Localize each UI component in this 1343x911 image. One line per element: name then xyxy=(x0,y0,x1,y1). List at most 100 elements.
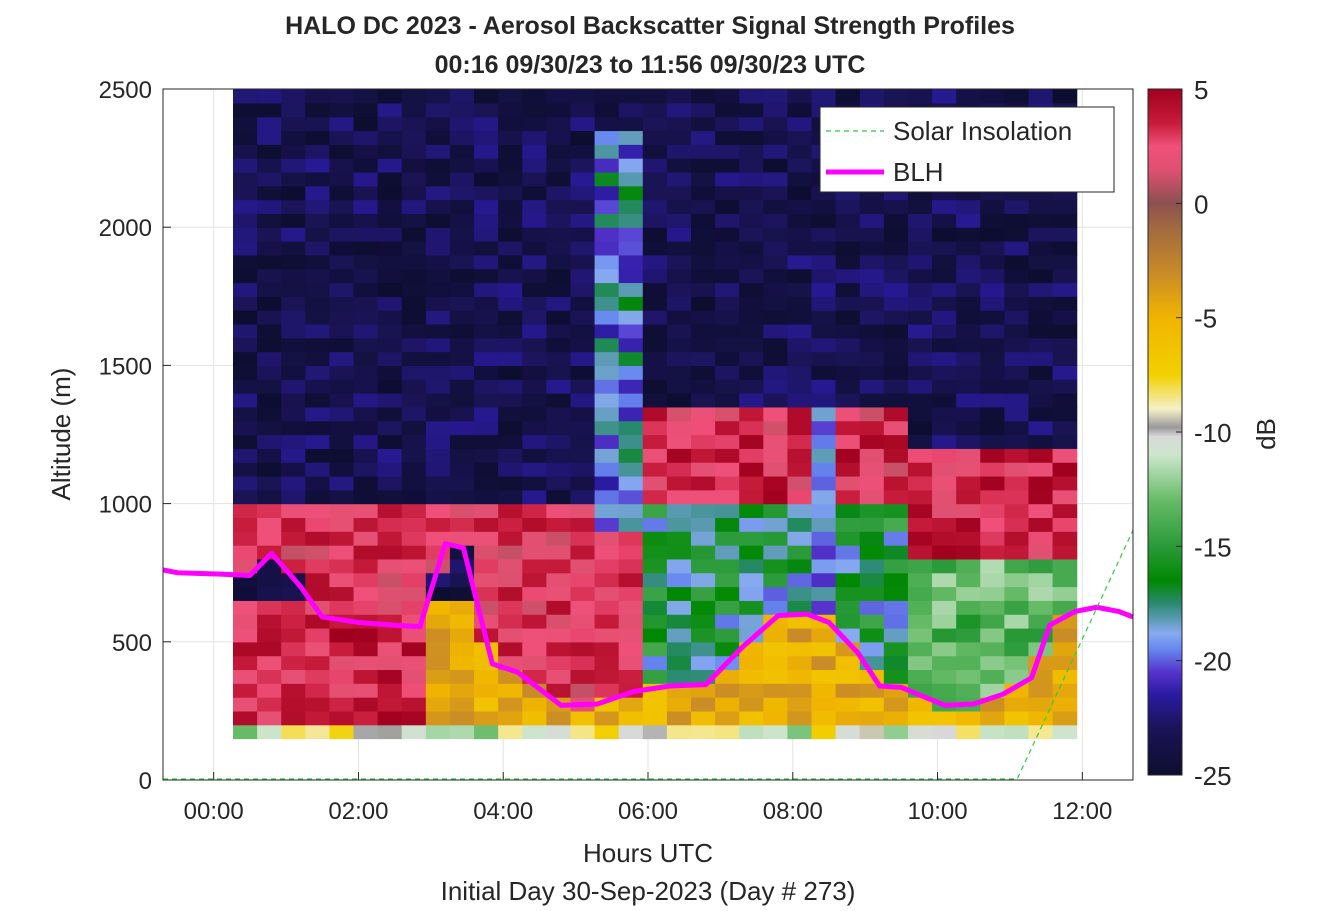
heatmap-cell xyxy=(377,323,403,339)
heatmap-cell xyxy=(859,572,885,588)
heatmap-cell xyxy=(353,655,379,671)
heatmap-cell xyxy=(257,724,282,740)
heatmap-cell xyxy=(763,406,789,422)
heatmap-cell xyxy=(401,89,427,104)
heatmap-cell xyxy=(1052,655,1078,671)
heatmap-cell xyxy=(739,489,764,505)
heatmap-cell xyxy=(594,572,620,588)
heatmap-cell xyxy=(594,130,620,145)
heatmap-cell xyxy=(980,434,1005,449)
heatmap-cell xyxy=(932,669,957,684)
heatmap-cell xyxy=(1052,641,1078,657)
heatmap-cell xyxy=(811,213,837,228)
heatmap-cell xyxy=(715,185,740,201)
heatmap-cell xyxy=(570,185,596,201)
heatmap-cell xyxy=(449,199,475,214)
heatmap-cell xyxy=(932,89,957,104)
heatmap-cell xyxy=(1004,351,1030,366)
heatmap-cell xyxy=(522,241,547,256)
heatmap-cell xyxy=(498,102,523,118)
heatmap-cell xyxy=(594,268,620,284)
heatmap-cell xyxy=(763,448,789,463)
heatmap-cell xyxy=(811,558,837,574)
x-tick-label: 06:00 xyxy=(618,798,678,825)
heatmap-cell xyxy=(377,241,403,256)
heatmap-cell xyxy=(570,323,596,339)
heatmap-cell xyxy=(353,669,379,684)
heatmap-cell xyxy=(281,241,306,256)
heatmap-cell xyxy=(570,406,596,422)
heatmap-cell xyxy=(401,213,427,228)
heatmap-cell xyxy=(257,241,282,256)
heatmap-cell xyxy=(1052,572,1078,588)
heatmap-cell xyxy=(232,241,258,256)
heatmap-cell xyxy=(474,337,499,353)
heatmap-cell xyxy=(522,641,547,657)
heatmap-cell xyxy=(811,545,837,560)
heatmap-cell xyxy=(570,545,596,560)
heatmap-cell xyxy=(522,531,547,546)
heatmap-cell xyxy=(401,116,427,132)
heatmap-cell xyxy=(425,697,451,712)
heatmap-cell xyxy=(329,89,355,104)
heatmap-cell xyxy=(449,351,475,366)
heatmap-cell xyxy=(1028,241,1054,256)
heatmap-cell xyxy=(329,517,355,532)
heatmap-cell xyxy=(811,323,837,339)
heatmap-cell xyxy=(835,669,861,684)
heatmap-cell xyxy=(522,130,547,145)
heatmap-cell xyxy=(763,489,789,505)
heatmap-cell xyxy=(257,393,282,408)
heatmap-cell xyxy=(666,434,692,449)
heatmap-cell xyxy=(546,199,572,214)
heatmap-cell xyxy=(932,406,957,422)
heatmap-cell xyxy=(690,365,716,380)
heatmap-cell xyxy=(546,241,572,256)
heatmap-cell xyxy=(859,697,885,712)
heatmap-cell xyxy=(377,517,403,532)
heatmap-cell xyxy=(257,254,282,270)
heatmap-cell xyxy=(1052,296,1078,311)
heatmap-cell xyxy=(618,102,644,118)
heatmap-cell xyxy=(425,144,451,159)
heatmap-cell xyxy=(1004,365,1030,380)
heatmap-cell xyxy=(1028,545,1054,560)
heatmap-cell xyxy=(1004,434,1030,449)
heatmap-cell xyxy=(666,531,692,546)
heatmap-cell xyxy=(522,420,547,436)
heatmap-cell xyxy=(715,213,740,228)
heatmap-cell xyxy=(690,641,716,657)
heatmap-cell xyxy=(690,434,716,449)
heatmap-cell xyxy=(642,545,668,560)
heatmap-cell xyxy=(690,116,716,132)
heatmap-cell xyxy=(401,227,427,242)
heatmap-cell xyxy=(859,503,885,519)
heatmap-cell xyxy=(401,475,427,491)
heatmap-cell xyxy=(763,724,789,740)
heatmap-cell xyxy=(377,102,403,118)
heatmap-cell xyxy=(859,351,885,366)
heatmap-cell xyxy=(305,310,331,325)
heatmap-cell xyxy=(474,213,499,228)
heatmap-cell xyxy=(666,171,692,187)
heatmap-cell xyxy=(883,724,909,740)
heatmap-cell xyxy=(787,199,813,214)
heatmap-cell xyxy=(232,116,258,132)
heatmap-cell xyxy=(932,448,957,463)
heatmap-cell xyxy=(232,503,258,519)
heatmap-cell xyxy=(353,379,379,394)
heatmap-cell xyxy=(377,254,403,270)
heatmap-cell xyxy=(666,600,692,615)
heatmap-cell xyxy=(232,600,258,615)
heatmap-cell xyxy=(763,296,789,311)
heatmap-cell xyxy=(522,254,547,270)
heatmap-cell xyxy=(666,489,692,505)
heatmap-cell xyxy=(474,254,499,270)
heatmap-cell xyxy=(1052,558,1078,574)
heatmap-cell xyxy=(353,558,379,574)
heatmap-cell xyxy=(474,503,499,519)
heatmap-cell xyxy=(618,600,644,615)
heatmap-cell xyxy=(449,724,475,740)
heatmap-cell xyxy=(811,199,837,214)
heatmap-cell xyxy=(329,310,355,325)
